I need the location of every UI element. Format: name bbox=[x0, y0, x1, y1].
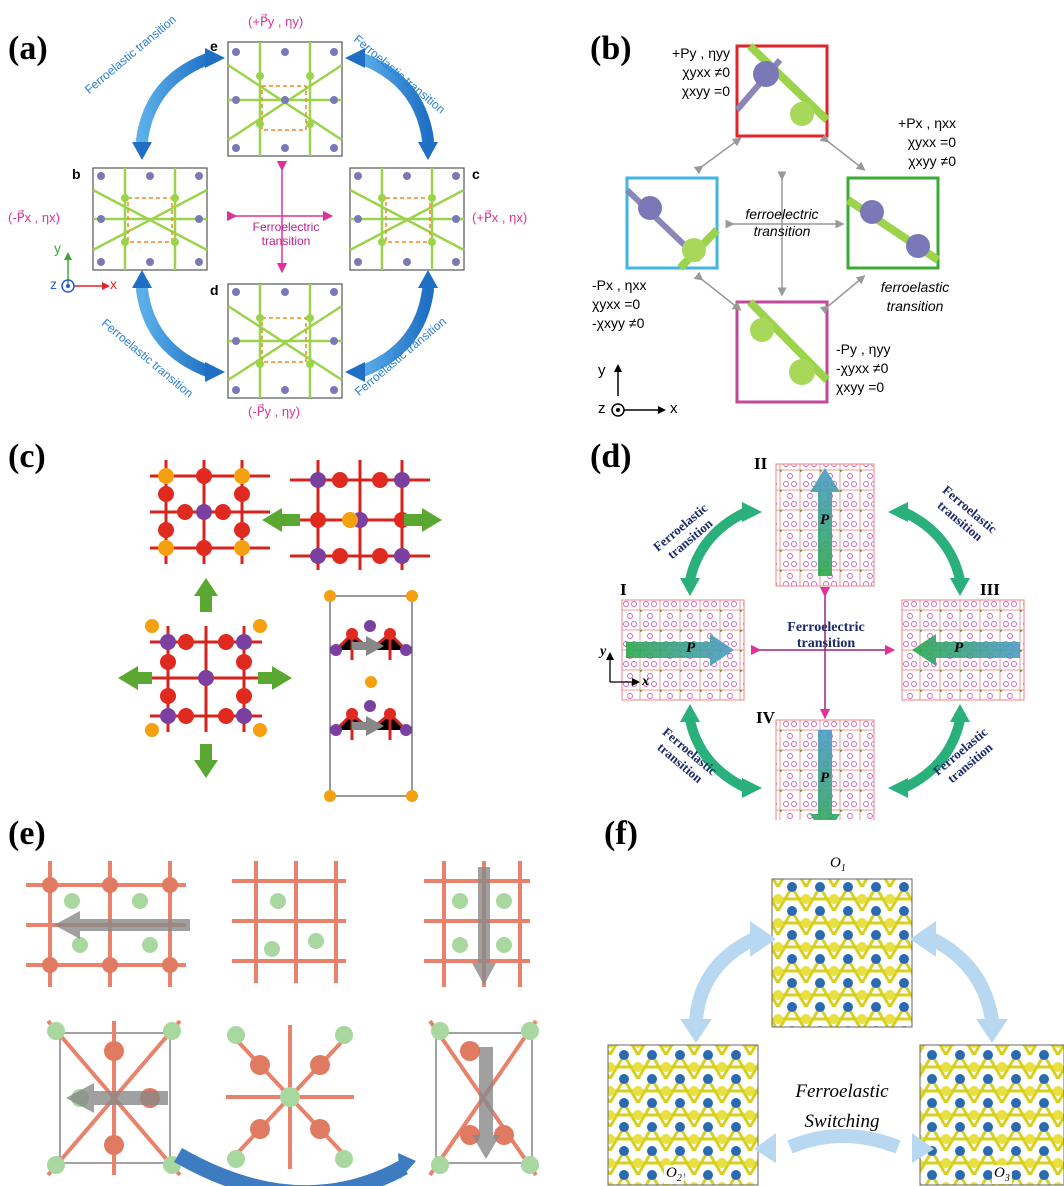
lattice-e5 bbox=[226, 1025, 354, 1169]
polarization-arrows-d bbox=[626, 468, 1020, 820]
annotation-d: (-P⃗y , ηy) bbox=[248, 404, 300, 419]
state-label-d: d bbox=[210, 282, 219, 298]
annotation-e: (+P⃗y , ηy) bbox=[248, 14, 304, 29]
lattice-e2 bbox=[232, 861, 346, 983]
panel-f-label: (f) bbox=[604, 815, 638, 852]
axis-y-label-a: y bbox=[54, 240, 61, 256]
panel-a-diagram bbox=[61, 41, 465, 399]
lattice-c3 bbox=[118, 578, 292, 778]
p-label-III: P bbox=[954, 640, 964, 656]
text-left: -Px , ηxx χyxx =0 -χxyy ≠0 bbox=[592, 277, 647, 331]
p-label-IV: P bbox=[820, 770, 830, 786]
panel-e-label: (e) bbox=[8, 815, 46, 852]
ferroelastic-arrows-a bbox=[136, 52, 434, 378]
panel-d-label: (d) bbox=[590, 438, 632, 475]
lattice-e4 bbox=[46, 1019, 182, 1177]
axis-z-label-b: z bbox=[598, 400, 606, 417]
panel-b: (b) bbox=[540, 0, 1064, 420]
cell-top bbox=[734, 43, 830, 138]
lattice-d bbox=[227, 283, 343, 399]
label-o1: O1 bbox=[830, 855, 846, 874]
panel-d-diagram bbox=[606, 463, 1025, 820]
panel-a: (a) bbox=[0, 0, 540, 420]
axis-y-label-b: y bbox=[598, 362, 606, 379]
label-o2: O2 bbox=[664, 1165, 684, 1184]
panel-b-label: (b) bbox=[590, 30, 632, 67]
panel-c: (c) bbox=[0, 430, 540, 820]
axis-x-label-a: x bbox=[110, 276, 117, 292]
switching-label-f: Ferroelastic Switching bbox=[795, 1081, 889, 1132]
lattice-c bbox=[349, 167, 465, 271]
panel-e-diagram bbox=[26, 861, 539, 1186]
axis-x-label-d: x bbox=[642, 674, 649, 689]
lattice-c2 bbox=[262, 460, 442, 570]
annotation-c: (+P⃗x , ηx) bbox=[472, 210, 528, 225]
cell-right bbox=[845, 176, 941, 270]
text-bottom: -Py , ηyy -χyxx ≠0 χxyy =0 bbox=[836, 341, 891, 395]
ferroelectric-label-a: Ferroelectric transition bbox=[252, 220, 320, 248]
panel-f-diagram bbox=[607, 878, 1064, 1186]
elastic-label-b: ferroelastic transition bbox=[880, 279, 950, 314]
ferroelectric-label-d: Ferroelectric transition bbox=[787, 620, 865, 651]
panel-e: (e) bbox=[0, 815, 540, 1186]
structure-o2 bbox=[607, 1044, 759, 1186]
lattice-e6 bbox=[428, 1019, 539, 1177]
lattice-e bbox=[227, 41, 343, 157]
cell-bottom bbox=[735, 299, 830, 404]
p-label-I: P bbox=[686, 640, 696, 656]
structure-o3 bbox=[919, 1044, 1064, 1186]
p-label-II: P bbox=[820, 512, 830, 528]
panel-b-diagram bbox=[611, 43, 941, 417]
state-label-e: e bbox=[210, 38, 218, 54]
panel-c-label: (c) bbox=[8, 438, 46, 475]
panel-f: (f) bbox=[540, 815, 1064, 1186]
lattice-c1 bbox=[150, 460, 270, 564]
label-o3: O3 bbox=[992, 1165, 1012, 1184]
lattice-b bbox=[92, 167, 208, 271]
panel-d: (d) bbox=[540, 430, 1064, 820]
panel-c-diagram bbox=[118, 460, 442, 802]
state-II: II bbox=[754, 454, 768, 473]
structure-o1 bbox=[771, 878, 913, 1028]
lattice-c4 bbox=[324, 590, 418, 802]
state-III: III bbox=[980, 580, 1000, 599]
axis-y-label-d: y bbox=[600, 644, 607, 659]
state-label-b: b bbox=[72, 166, 81, 182]
axis-z-label-a: z bbox=[50, 276, 57, 292]
annotation-b: (-P⃗x , ηx) bbox=[8, 210, 60, 225]
text-top: +Py , ηyy χyxx ≠0 χxyy =0 bbox=[672, 45, 730, 99]
panel-a-label: (a) bbox=[8, 30, 48, 67]
center-label-b: ferroelectric transition bbox=[745, 206, 819, 239]
state-label-c: c bbox=[472, 166, 480, 182]
text-right: +Px , ηxx χyxx =0 χxyy ≠0 bbox=[898, 115, 956, 169]
axis-x-label-b: x bbox=[670, 400, 678, 417]
state-I: I bbox=[620, 580, 627, 599]
cell-left bbox=[624, 176, 720, 271]
state-IV: IV bbox=[756, 708, 775, 727]
